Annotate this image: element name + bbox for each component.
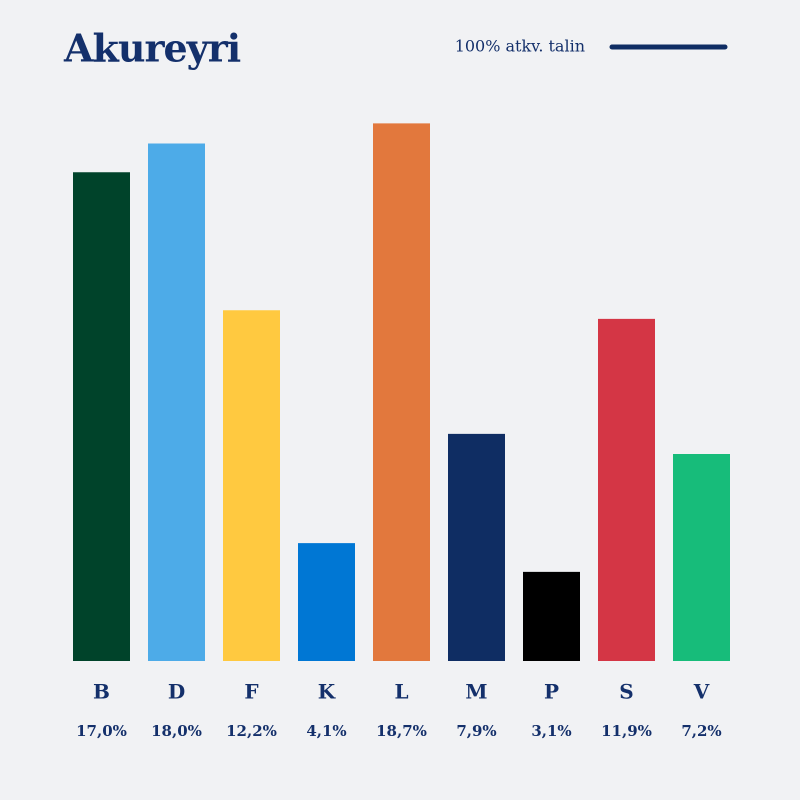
value-label: 7,2% xyxy=(681,722,721,740)
x-tick-label: K xyxy=(318,680,336,704)
value-label: 17,0% xyxy=(76,722,127,740)
x-tick-label: L xyxy=(394,680,408,704)
x-tick-label: M xyxy=(465,680,487,704)
bar xyxy=(73,172,130,661)
value-label: 18,0% xyxy=(151,722,202,740)
bar xyxy=(373,123,430,661)
bar xyxy=(523,571,580,661)
value-label: 3,1% xyxy=(531,722,571,740)
bar xyxy=(673,454,730,661)
x-tick-label: P xyxy=(544,680,559,704)
value-label: 12,2% xyxy=(226,722,277,740)
x-tick-label: S xyxy=(619,680,633,704)
bar xyxy=(448,433,505,661)
value-label: 11,9% xyxy=(601,722,652,740)
value-label: 4,1% xyxy=(306,722,346,740)
x-tick-label: D xyxy=(168,680,185,704)
x-tick-label: F xyxy=(244,680,258,704)
chart-title: Akureyri xyxy=(63,26,241,71)
bar xyxy=(223,310,280,661)
legend-label: 100% atkv. talin xyxy=(455,37,585,56)
x-tick-label: B xyxy=(93,680,110,704)
value-label: 18,7% xyxy=(376,722,427,740)
x-tick-label: V xyxy=(693,680,710,704)
bar xyxy=(598,318,655,661)
value-label: 7,9% xyxy=(456,722,496,740)
bar xyxy=(148,143,205,661)
bar xyxy=(298,543,355,661)
